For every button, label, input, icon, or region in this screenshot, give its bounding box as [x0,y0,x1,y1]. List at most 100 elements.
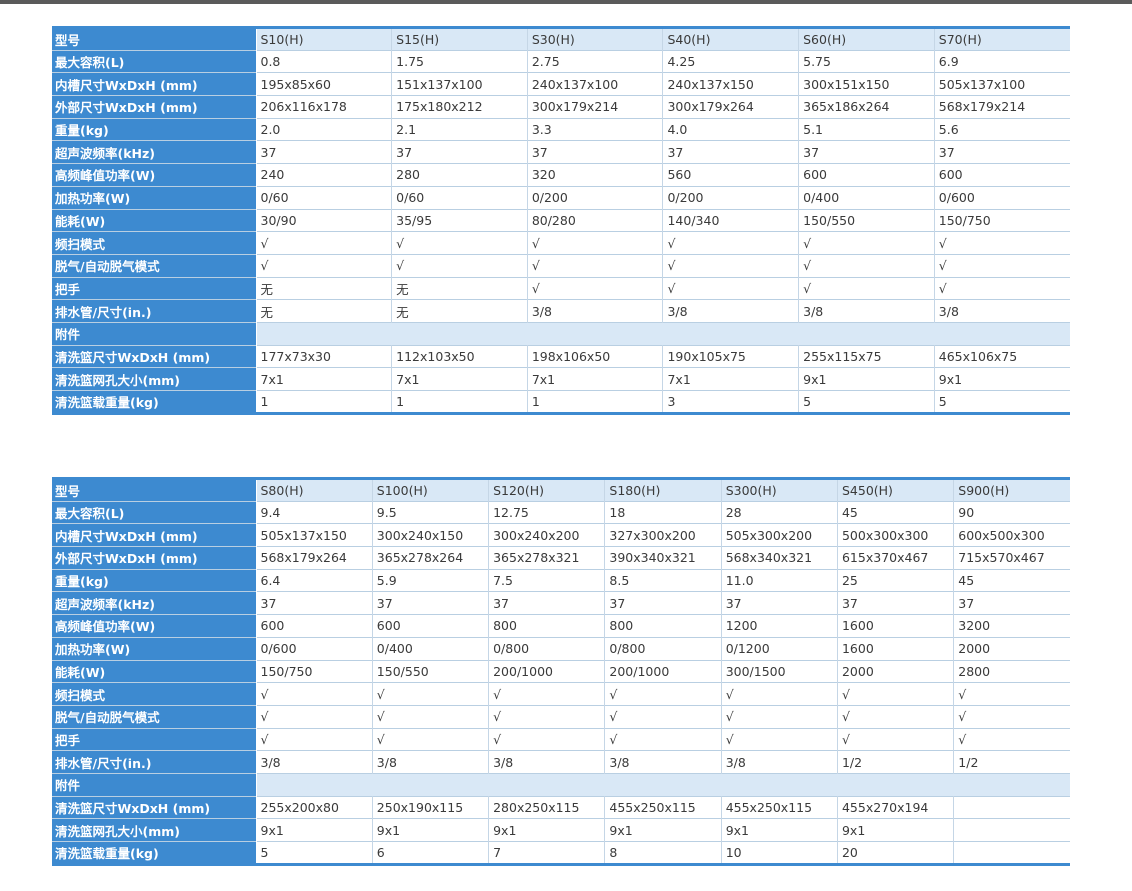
spec-cell: 240 [255,163,392,187]
spec-cell: 365x278x321 [488,546,605,570]
spec-row: 重量(kg) 6.4 5.9 7.5 8.5 11.0 25 45 [52,569,1071,592]
row-label: 清洗篮载重量(kg) [52,390,257,414]
spec-cell: 0/200 [662,186,799,209]
spec-cell: 37 [953,591,1071,615]
spec-cell: 300x240x200 [488,523,605,547]
spec-cell: √ [255,682,373,706]
row-label: 脱气/自动脱气模式 [52,705,257,729]
spec-cell: 37 [836,591,954,615]
spec-cell: 500x300x300 [836,523,954,547]
spec-cell: 568x179x264 [255,546,373,570]
spec-cell: 0/600 [255,637,373,660]
spec-cell: 3/8 [798,299,935,323]
spec-cell: 1 [255,390,392,414]
spec-cell: 37 [604,591,722,615]
spec-cell: 3/8 [488,750,605,774]
spec-cell: 1.75 [391,50,528,73]
spec-row: 超声波频率(kHz) 37 37 37 37 37 37 37 [52,591,1071,615]
row-label: 加热功率(W) [52,637,257,660]
spec-row: 超声波频率(kHz) 37 37 37 37 37 37 [52,140,1070,164]
spec-cell: 3 [662,390,799,414]
spec-cell: 715x570x467 [953,546,1071,570]
spec-cell: 无 [391,277,528,300]
spec-cell: 200/1000 [488,660,605,683]
spec-cell: 7x1 [391,367,528,391]
spec-cell: √ [798,277,935,300]
spec-cell: 7x1 [526,367,663,391]
spec-cell: 151x137x100 [391,72,528,96]
row-label: 内槽尺寸WxDxH (mm) [52,72,257,96]
accessory-band [255,322,1070,346]
spec-cell: 9x1 [836,818,954,842]
spec-cell: 7x1 [662,367,799,391]
spec-row: 型号 S80(H) S100(H) S120(H) S180(H) S300(H) S450… [52,478,1071,502]
spec-row: 高频峰值功率(W) 600 600 800 800 1200 1600 3200 [52,614,1071,638]
row-label: 排水管/尺寸(in.) [52,299,257,323]
spec-cell: 0/1200 [720,637,838,660]
spec-cell: 37 [488,591,605,615]
spec-cell: 7x1 [255,367,392,391]
spec-cell: 7.5 [488,569,605,592]
spec-cell: 5 [255,841,373,865]
spec-cell: 25 [836,569,954,592]
spec-cell: √ [933,277,1070,300]
row-label: 最大容积(L) [52,50,257,73]
row-label: 加热功率(W) [52,186,257,209]
spec-row: 脱气/自动脱气模式 √ √ √ √ √ √ [52,254,1070,278]
row-label: 清洗篮网孔大小(mm) [52,367,257,391]
row-label: 脱气/自动脱气模式 [52,254,257,278]
spec-row: 外部尺寸WxDxH (mm) 206x116x178 175x180x212 300x… [52,95,1070,119]
spec-cell: 3/8 [933,299,1070,323]
spec-cell: 615x370x467 [836,546,954,570]
spec-cell: 255x200x80 [255,796,373,819]
row-label: 把手 [52,277,257,300]
spec-cell: 37 [255,591,373,615]
spec-cell: 30/90 [255,209,392,232]
spec-cell: 9x1 [933,367,1070,391]
spec-cell: √ [488,705,605,729]
spec-cell: 112x103x50 [391,345,528,368]
model-name: S900(H) [953,478,1071,502]
row-label: 附件 [52,773,257,797]
spec-cell: 37 [391,140,528,164]
row-label: 最大容积(L) [52,501,257,524]
row-label: 内槽尺寸WxDxH (mm) [52,523,257,547]
spec-row: 清洗篮网孔大小(mm) 7x1 7x1 7x1 7x1 9x1 9x1 [52,367,1070,391]
row-label: 清洗篮尺寸WxDxH (mm) [52,345,257,368]
row-label: 能耗(W) [52,209,257,232]
spec-cell: √ [662,231,799,255]
spec-cell: 195x85x60 [255,72,392,96]
spec-cell: 505x137x150 [255,523,373,547]
spec-cell: 9x1 [720,818,838,842]
spec-cell: 390x340x321 [604,546,722,570]
row-label: 超声波频率(kHz) [52,140,257,164]
spec-cell: 505x300x200 [720,523,838,547]
spec-cell: 8.5 [604,569,722,592]
model-name: S15(H) [391,27,528,51]
row-label: 型号 [52,27,257,51]
spec-cell: √ [662,254,799,278]
spec-cell: 150/750 [933,209,1070,232]
spec-cell: 20 [836,841,954,865]
spec-cell: 300/1500 [720,660,838,683]
spec-cell: 5.9 [371,569,489,592]
spec-cell: 10 [720,841,838,865]
model-name: S60(H) [798,27,935,51]
spec-cell: √ [720,705,838,729]
spec-cell: 1 [391,390,528,414]
spec-cell: √ [798,231,935,255]
row-label: 清洗篮网孔大小(mm) [52,818,257,842]
spec-cell: 3200 [953,614,1071,638]
spec-cell: 1600 [836,614,954,638]
spec-cell: 600x500x300 [953,523,1071,547]
spec-cell: 320 [526,163,663,187]
spec-cell: 37 [371,591,489,615]
accessory-band [255,773,1071,797]
spec-cell: 2800 [953,660,1071,683]
spec-cell: 200/1000 [604,660,722,683]
spec-cell: 505x137x100 [933,72,1070,96]
spec-cell: 35/95 [391,209,528,232]
spec-cell: 2.1 [391,118,528,141]
spec-row: 附件 [52,773,1071,797]
row-label: 能耗(W) [52,660,257,683]
